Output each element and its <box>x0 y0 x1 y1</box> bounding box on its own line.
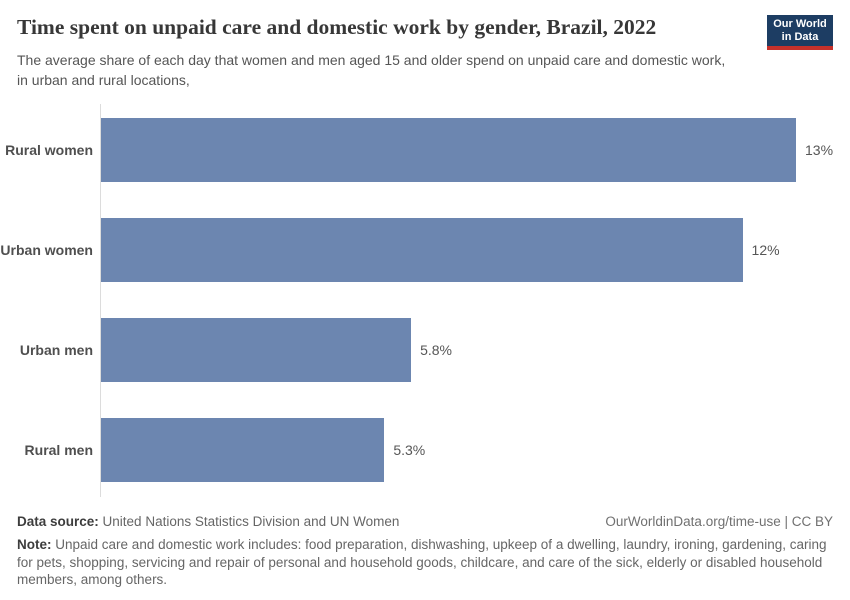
bar[interactable] <box>101 318 412 382</box>
bar-chart: Rural women 13% Urban women 12% Urban men 5.8… <box>0 100 850 500</box>
bar-row: Urban men 5.8% <box>0 300 850 400</box>
value-label: 12% <box>751 242 780 258</box>
category-label: Urban men <box>19 342 93 358</box>
note-label: Note: <box>17 537 52 552</box>
category-label: Rural women <box>5 142 93 158</box>
chart-title: Time spent on unpaid care and domestic w… <box>17 15 657 39</box>
data-source-label: Data source: <box>17 514 99 529</box>
bar-row: Rural women 13% <box>0 100 850 200</box>
value-label: 5.3% <box>393 442 426 458</box>
data-source: Data source: United Nations Statistics D… <box>17 514 399 529</box>
y-axis-line <box>100 104 101 497</box>
data-source-text: United Nations Statistics Division and U… <box>102 514 400 529</box>
bar[interactable] <box>101 418 385 482</box>
bar-rows: Rural women 13% Urban women 12% Urban men 5.8… <box>0 100 850 500</box>
bar-row: Rural men 5.3% <box>0 400 850 500</box>
owid-logo-line1: Our World <box>773 17 827 30</box>
value-label: 5.8% <box>420 342 452 358</box>
chart-note: Note: Unpaid care and domestic work incl… <box>17 536 833 589</box>
bar[interactable] <box>101 218 743 282</box>
category-label: Urban women <box>0 242 93 258</box>
chart-subtitle: The average share of each day that women… <box>17 52 726 88</box>
chart-footer: Data source: United Nations Statistics D… <box>17 514 833 589</box>
owid-logo-line2: in Data <box>781 30 819 43</box>
bar[interactable] <box>101 118 796 182</box>
category-label: Rural men <box>24 442 93 458</box>
source-row: Data source: United Nations Statistics D… <box>17 514 833 529</box>
owid-logo: Our World in Data <box>767 15 833 50</box>
bar-row: Urban women 12% <box>0 200 850 300</box>
owid-link[interactable]: OurWorldinData.org/time-use | CC BY <box>605 514 833 529</box>
value-label: 13% <box>805 142 834 158</box>
note-text: Unpaid care and domestic work includes: … <box>17 537 827 587</box>
